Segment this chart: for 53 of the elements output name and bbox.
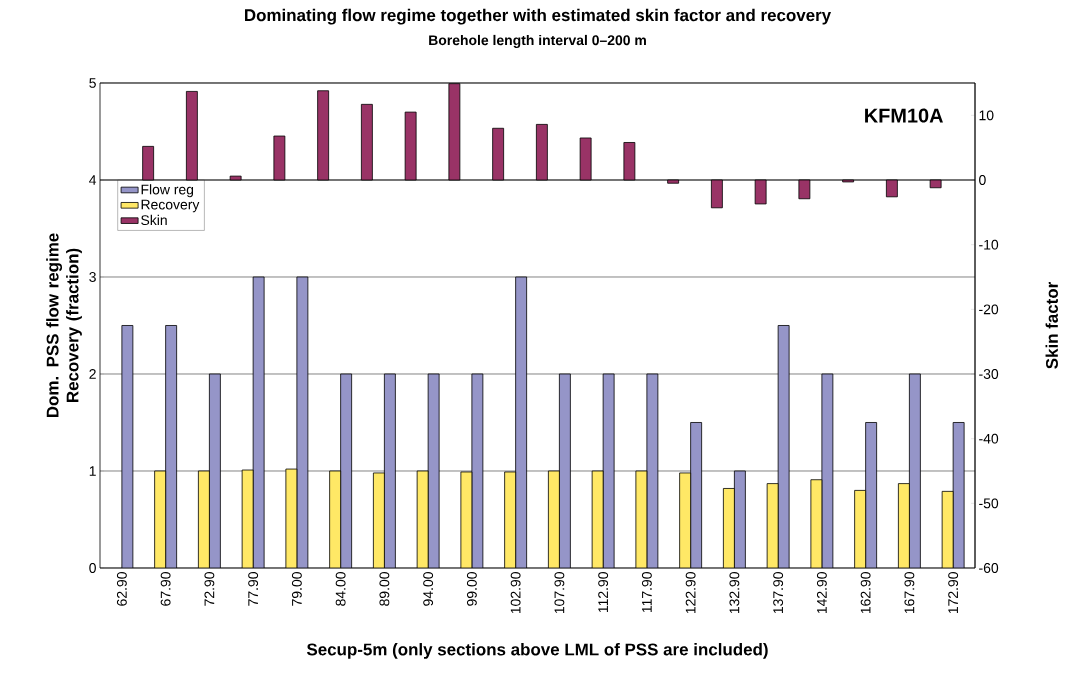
x-tick-label: 102.90	[510, 572, 521, 614]
bar	[908, 373, 921, 568]
x-tick-label: 172.90	[948, 572, 959, 614]
bar	[383, 373, 396, 568]
bar	[165, 325, 178, 568]
x-tick-label: 117.90	[641, 572, 652, 613]
x-tick-label: 107.90	[554, 572, 565, 614]
x-tick-label: 89.00	[379, 572, 390, 606]
x-axis-title: Secup-5m (only sections above LML of PSS are included)	[306, 643, 768, 659]
y2-tick-label: -10	[979, 239, 999, 250]
x-tick-label: 112.90	[598, 572, 609, 613]
bar	[690, 422, 703, 568]
x-tick-label: 94.00	[423, 572, 434, 606]
x-tick-label: 162.90	[860, 572, 871, 614]
y-tick-label: 1	[89, 466, 96, 476]
x-tick-label: 72.90	[204, 572, 215, 606]
y-tick-label: 5	[89, 78, 96, 88]
legend-label: Recovery	[141, 199, 200, 213]
x-tick-label: 132.90	[729, 572, 740, 614]
y-tick-label: 4	[89, 175, 97, 185]
y2-tick-label: 0	[979, 175, 986, 185]
x-tick-label: 77.90	[248, 572, 259, 606]
y-axis-title: Dom. PSS flow regime Recovery (fraction)	[46, 233, 82, 418]
x-tick-label: 79.00	[291, 572, 302, 606]
y2-tick-label: -60	[979, 563, 999, 573]
x-tick-label: 62.90	[116, 572, 127, 606]
x-tick-label: 142.90	[816, 572, 827, 614]
bar	[558, 373, 571, 568]
legend-label: Flow reg	[141, 184, 194, 198]
bar	[208, 373, 221, 568]
y2-tick-label: -30	[979, 369, 999, 379]
x-tick-label: 122.90	[685, 572, 696, 614]
y-tick-label: 2	[89, 369, 96, 379]
annotation: KFM10A	[865, 108, 943, 123]
chart-title: Dominating flow regime together with estimated skin factor and recovery	[245, 8, 832, 25]
x-tick-label: 84.00	[335, 572, 346, 606]
x-tick-label: 67.90	[160, 572, 171, 606]
y2-axis-title: Skin factor	[1045, 282, 1058, 369]
y-tick-label: 3	[89, 272, 96, 282]
bar	[515, 276, 528, 568]
x-tick-label: 137.90	[773, 572, 784, 614]
bar	[317, 90, 330, 181]
y2-tick-label: -40	[979, 433, 999, 444]
legend-label: Skin	[141, 214, 167, 226]
x-tick-label: 99.00	[466, 572, 477, 606]
bar	[865, 422, 878, 568]
y2-tick-label: 10	[979, 110, 994, 121]
y2-tick-label: -20	[979, 304, 999, 315]
y-tick-label: 0	[89, 563, 96, 573]
bar	[340, 373, 353, 568]
y2-tick-label: -50	[979, 498, 999, 509]
x-tick-label: 167.90	[904, 572, 915, 614]
chart-subtitle: Borehole length interval 0–200 m	[429, 34, 646, 48]
